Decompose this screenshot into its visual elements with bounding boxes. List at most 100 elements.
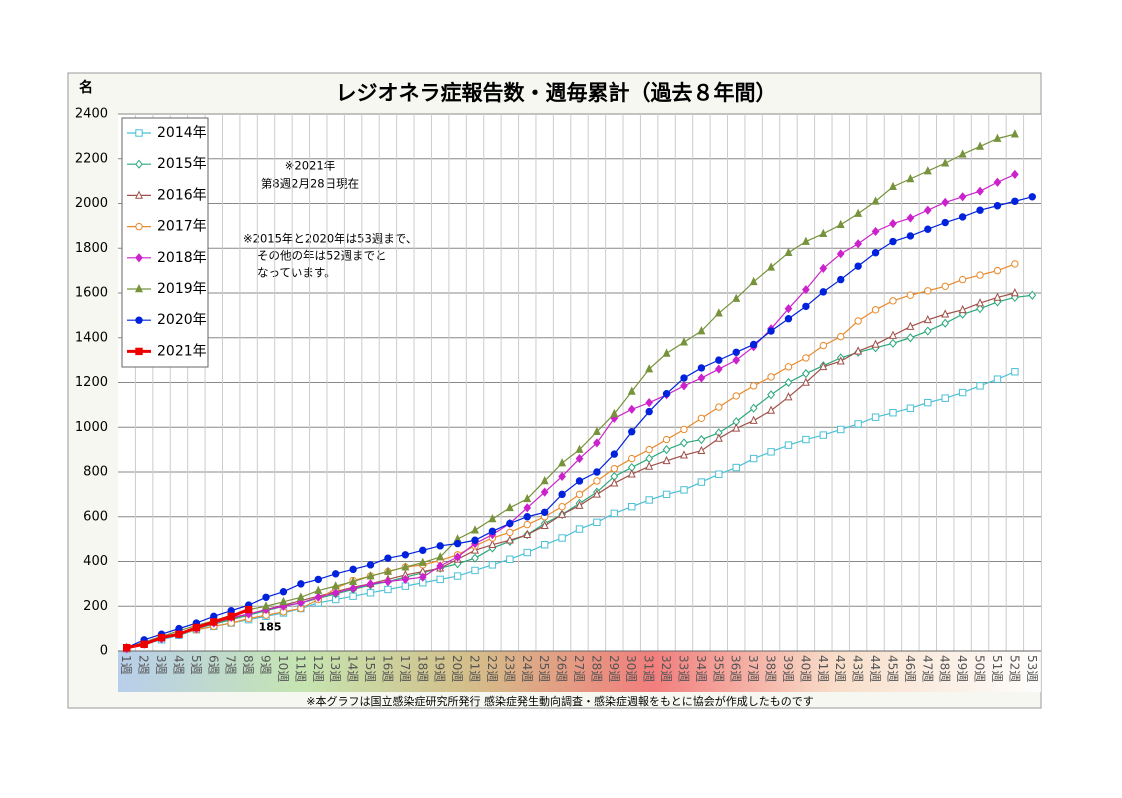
marker xyxy=(331,588,340,598)
marker xyxy=(540,476,549,485)
chart-title: レジオネラ症報告数・週毎累計（過去８年間） xyxy=(336,81,777,105)
marker xyxy=(1011,260,1019,268)
marker xyxy=(227,612,235,621)
marker xyxy=(628,454,636,463)
x-tick-label: 27週 xyxy=(572,655,586,682)
marker xyxy=(662,455,671,465)
marker xyxy=(662,445,671,455)
marker xyxy=(384,585,392,594)
series-line xyxy=(126,371,1016,650)
marker xyxy=(802,285,810,295)
marker xyxy=(854,346,863,355)
marker xyxy=(314,585,323,594)
marker xyxy=(836,219,845,229)
marker xyxy=(628,502,636,511)
marker xyxy=(801,377,810,386)
marker xyxy=(889,297,897,305)
marker xyxy=(976,141,985,150)
x-tick-label: 2週 xyxy=(137,655,151,675)
marker xyxy=(384,577,392,587)
marker xyxy=(575,500,584,509)
marker xyxy=(784,304,793,314)
marker xyxy=(471,525,480,534)
footnote: ※本グラフは国立感染症研究所発行 感染症発生動向調査・感染症週報をもとに協会が作… xyxy=(306,694,814,708)
marker xyxy=(558,490,566,499)
series-line xyxy=(126,133,1016,649)
marker xyxy=(714,433,723,442)
x-tick-label: 20週 xyxy=(450,655,464,682)
marker xyxy=(993,202,1002,210)
marker xyxy=(749,454,758,463)
marker xyxy=(837,425,845,434)
marker xyxy=(401,574,410,584)
x-tick-label: 12週 xyxy=(311,655,325,682)
x-tick-label: 45週 xyxy=(885,655,899,682)
ticks: 0 200 400 600 800 1000 1200 1400 1600 1800 2000 220… xyxy=(75,107,1039,683)
marker xyxy=(575,453,584,464)
x-tick-label: 41週 xyxy=(816,655,830,682)
y-tick-label: 800 xyxy=(83,465,108,480)
marker xyxy=(784,315,793,323)
marker xyxy=(419,546,427,555)
marker xyxy=(976,206,984,214)
marker xyxy=(802,368,810,379)
x-tick-label: 10週 xyxy=(276,655,290,682)
marker xyxy=(819,288,828,296)
y-tick-label: 600 xyxy=(83,509,108,524)
x-tick-label: 14週 xyxy=(346,655,360,682)
marker xyxy=(593,468,601,476)
marker xyxy=(923,166,932,175)
series-line xyxy=(126,173,1016,650)
marker xyxy=(802,302,810,311)
marker xyxy=(297,598,305,608)
marker xyxy=(297,580,305,588)
marker xyxy=(958,213,967,221)
marker xyxy=(767,405,776,414)
marker xyxy=(593,477,601,485)
marker xyxy=(135,284,143,293)
x-tick-label: 24週 xyxy=(520,655,534,682)
marker xyxy=(540,487,549,497)
y-tick-label: 2200 xyxy=(75,151,108,166)
marker xyxy=(645,461,654,470)
y-axis-label: 名 xyxy=(79,79,93,96)
x-tick-label: 8週 xyxy=(241,655,255,675)
marker xyxy=(680,425,688,434)
marker xyxy=(523,513,531,521)
marker xyxy=(767,327,775,335)
marker xyxy=(784,363,793,371)
marker xyxy=(523,493,532,503)
marker xyxy=(453,552,462,562)
marker xyxy=(505,502,514,512)
marker xyxy=(558,458,567,467)
marker xyxy=(714,308,723,317)
x-tick-label: 38週 xyxy=(764,655,778,682)
marker xyxy=(244,605,253,614)
marker xyxy=(993,375,1002,383)
x-tick-label: 21週 xyxy=(468,655,482,682)
x-tick-label: 46週 xyxy=(903,655,917,682)
marker xyxy=(575,444,584,453)
marker xyxy=(471,553,479,563)
marker xyxy=(1010,288,1019,297)
marker xyxy=(767,448,775,456)
x-tick-label: 15週 xyxy=(363,655,377,682)
annotation: ※2015年と2020年は53週まで、 xyxy=(243,232,417,246)
marker xyxy=(610,478,619,487)
marker xyxy=(906,291,915,299)
marker xyxy=(192,623,201,632)
x-tick-label: 4週 xyxy=(171,655,185,675)
x-tick-label: 26週 xyxy=(555,655,569,682)
marker xyxy=(436,542,444,550)
marker xyxy=(540,508,549,516)
annotation: その他の年は52週までと xyxy=(257,249,387,263)
marker xyxy=(314,592,323,602)
marker xyxy=(558,509,567,518)
marker xyxy=(558,534,566,542)
marker xyxy=(993,292,1002,301)
marker xyxy=(366,589,375,597)
series-group: 185 xyxy=(122,129,1037,654)
x-tick-label: 22週 xyxy=(485,655,499,682)
marker xyxy=(697,445,706,455)
marker xyxy=(889,409,897,417)
